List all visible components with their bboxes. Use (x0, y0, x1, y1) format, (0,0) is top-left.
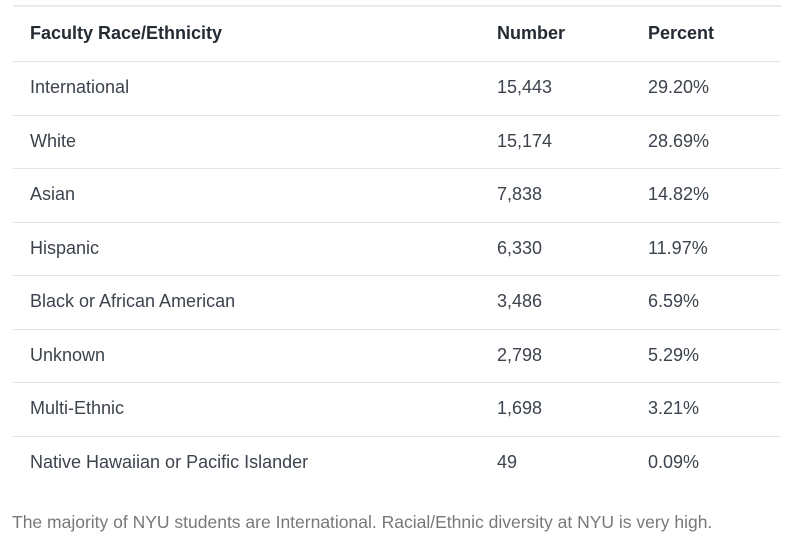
percent-value: 6.59% (648, 291, 700, 312)
race-label: Hispanic (30, 237, 100, 258)
table-row: Multi-Ethnic 1,698 3.21% (13, 383, 781, 437)
number-value: 6,330 (497, 237, 543, 258)
table-row: Black or African American 3,486 6.59% (13, 276, 781, 330)
table-row: White 15,174 28.69% (13, 116, 781, 169)
number-value: 2,798 (497, 344, 543, 365)
page: Faculty Race/Ethnicity Number Percent In… (0, 5, 785, 536)
number-value: 7,838 (497, 184, 543, 205)
table-row: Unknown 2,798 5.29% (13, 330, 781, 383)
table-row: Native Hawaiian or Pacific Islander 49 0… (13, 437, 781, 491)
race-label: Black or African American (30, 291, 236, 312)
number-value: 15,174 (497, 130, 553, 151)
column-header-number: Number (497, 23, 566, 44)
race-label: International (30, 77, 130, 98)
number-value: 1,698 (497, 398, 543, 419)
table-header-row: Faculty Race/Ethnicity Number Percent (13, 7, 781, 62)
faculty-ethnicity-table: Faculty Race/Ethnicity Number Percent In… (13, 5, 781, 490)
table-row: Asian 7,838 14.82% (13, 169, 781, 223)
percent-value: 29.20% (648, 77, 710, 98)
number-value: 3,486 (497, 291, 543, 312)
table-row: Hispanic 6,330 11.97% (13, 223, 781, 276)
number-value: 15,443 (497, 77, 553, 98)
percent-value: 11.97% (648, 237, 708, 258)
race-label: Unknown (30, 344, 106, 365)
summary-caption: The majority of NYU students are Interna… (12, 512, 713, 532)
percent-value: 28.69% (648, 130, 710, 151)
percent-value: 3.21% (648, 398, 700, 419)
column-header-race-ethnicity: Faculty Race/Ethnicity (30, 23, 223, 44)
percent-value: 0.09% (648, 452, 700, 473)
column-header-percent: Percent (648, 23, 715, 44)
percent-value: 14.82% (648, 184, 710, 205)
race-label: White (30, 130, 77, 151)
race-label: Asian (30, 184, 76, 205)
race-label: Multi-Ethnic (30, 398, 125, 419)
table-row: International 15,443 29.20% (13, 62, 781, 116)
number-value: 49 (497, 452, 518, 473)
race-label: Native Hawaiian or Pacific Islander (30, 452, 309, 473)
percent-value: 5.29% (648, 344, 700, 365)
